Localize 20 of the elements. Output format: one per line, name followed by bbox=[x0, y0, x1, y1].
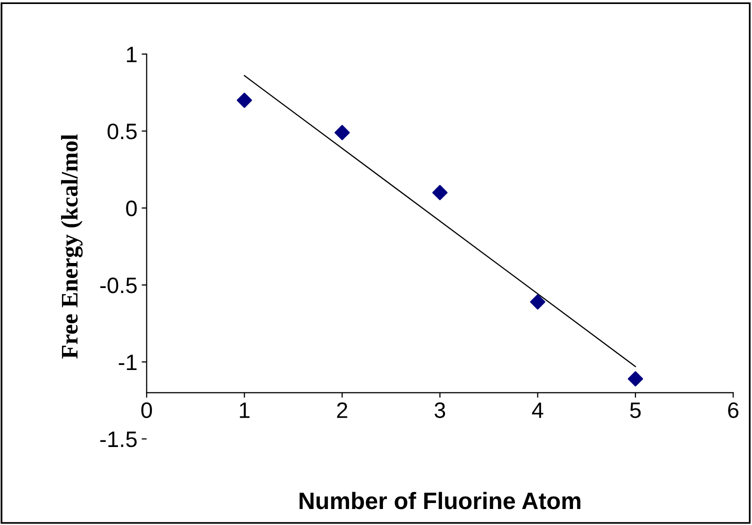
y-tick-label: 0.5 bbox=[108, 124, 137, 140]
y-axis-title: Free Energy (kcal/mol bbox=[61, 134, 83, 359]
y-tick-label: -0.5 bbox=[100, 278, 137, 294]
y-tick-label: 0 bbox=[126, 200, 137, 216]
y-tick-label: -1 bbox=[118, 354, 137, 370]
point bbox=[628, 371, 644, 387]
point bbox=[236, 92, 252, 108]
x-tick-label: 0 bbox=[141, 402, 152, 418]
y-tick-label: -1.5 bbox=[100, 432, 137, 448]
x-tick-label: 5 bbox=[630, 402, 641, 418]
x-tick-label: 6 bbox=[728, 402, 738, 418]
point bbox=[432, 184, 448, 200]
x-tick-label: 2 bbox=[337, 402, 348, 418]
x-tick-label: 1 bbox=[240, 402, 250, 418]
point bbox=[334, 124, 350, 140]
x-tick-label: 4 bbox=[532, 402, 544, 418]
x-tick-label: 3 bbox=[434, 402, 446, 418]
x-axis-title: Number of Fluorine Atom bbox=[300, 492, 580, 510]
y-tick-label: 1 bbox=[126, 46, 137, 62]
point bbox=[530, 294, 546, 310]
